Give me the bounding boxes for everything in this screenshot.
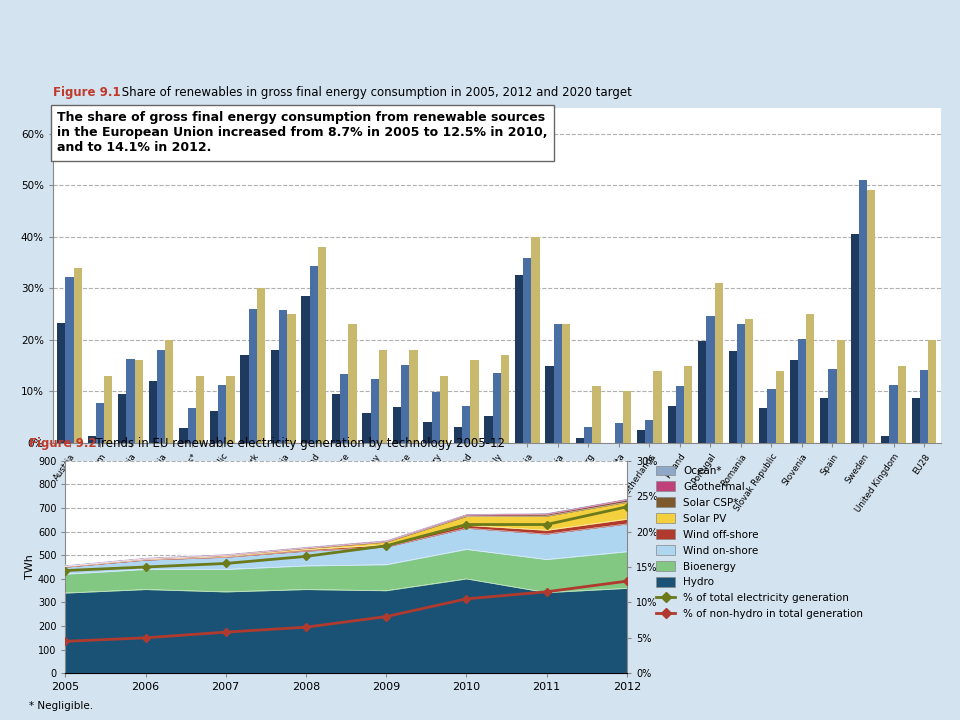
Bar xyxy=(432,392,440,443)
Bar xyxy=(249,309,256,443)
Bar xyxy=(87,436,96,443)
Bar xyxy=(165,340,174,443)
Bar xyxy=(65,277,74,443)
Bar xyxy=(318,247,326,443)
Bar xyxy=(127,359,134,443)
Bar xyxy=(454,427,462,443)
Bar xyxy=(118,395,127,443)
Bar xyxy=(798,338,806,443)
Text: Share of renewables in gross final energy consumption in 2005, 2012 and 2020 tar: Share of renewables in gross final energ… xyxy=(118,86,632,99)
Bar xyxy=(667,405,676,443)
Bar xyxy=(393,408,401,443)
Bar xyxy=(348,324,356,443)
Bar xyxy=(401,365,409,443)
Text: Figure 9.1: Figure 9.1 xyxy=(53,86,120,99)
Bar xyxy=(279,310,287,443)
Bar xyxy=(698,341,707,443)
Bar xyxy=(828,369,836,443)
Bar xyxy=(545,366,554,443)
Bar xyxy=(196,376,204,443)
Bar xyxy=(881,436,889,443)
Bar xyxy=(707,316,714,443)
Bar xyxy=(218,385,227,443)
Bar xyxy=(462,405,470,443)
Bar xyxy=(737,324,745,443)
Bar xyxy=(287,314,296,443)
Bar xyxy=(256,288,265,443)
Bar xyxy=(889,384,898,443)
Bar xyxy=(898,366,906,443)
Bar xyxy=(645,420,654,443)
Bar xyxy=(928,340,936,443)
Bar xyxy=(859,180,867,443)
Y-axis label: TWh: TWh xyxy=(25,554,35,580)
Bar xyxy=(74,268,82,443)
Bar xyxy=(592,386,601,443)
Bar xyxy=(332,394,340,443)
Bar xyxy=(912,398,920,443)
Bar xyxy=(470,361,479,443)
Bar xyxy=(210,411,218,443)
Bar xyxy=(729,351,737,443)
Text: The share of gross final energy consumption from renewable sources
in the Europe: The share of gross final energy consumpt… xyxy=(58,112,548,154)
Bar xyxy=(820,398,828,443)
Bar xyxy=(806,314,814,443)
Bar xyxy=(851,234,859,443)
Bar xyxy=(920,370,928,443)
Bar xyxy=(623,391,632,443)
Text: * Negligible.: * Negligible. xyxy=(29,701,93,711)
Bar xyxy=(96,402,105,443)
Bar xyxy=(836,340,845,443)
Bar xyxy=(157,350,165,443)
Bar xyxy=(585,427,592,443)
Bar xyxy=(523,258,532,443)
Bar xyxy=(187,408,196,443)
Bar xyxy=(614,423,623,443)
Bar xyxy=(501,355,509,443)
Bar xyxy=(492,373,501,443)
Bar xyxy=(227,376,234,443)
Bar xyxy=(684,366,692,443)
Bar xyxy=(776,371,783,443)
Bar xyxy=(340,374,348,443)
Text: Figure 9.2: Figure 9.2 xyxy=(29,437,96,450)
Bar xyxy=(515,275,523,443)
Bar xyxy=(745,319,754,443)
Bar xyxy=(271,350,279,443)
Bar xyxy=(789,361,798,443)
Bar xyxy=(532,237,540,443)
Bar xyxy=(767,390,776,443)
Bar xyxy=(362,413,371,443)
Bar xyxy=(562,324,570,443)
Text: Trends in EU renewable electricity generation by technology 2005-12: Trends in EU renewable electricity gener… xyxy=(88,437,505,450)
Bar xyxy=(759,408,767,443)
Bar xyxy=(440,376,448,443)
Bar xyxy=(637,431,645,443)
Bar xyxy=(105,376,112,443)
Bar xyxy=(576,438,585,443)
Bar xyxy=(714,283,723,443)
Legend: Ocean*, Geothermal, Solar CSP*, Solar PV, Wind off-shore, Wind on-shore, Bioener: Ocean*, Geothermal, Solar CSP*, Solar PV… xyxy=(653,462,867,623)
Bar xyxy=(371,379,379,443)
Bar xyxy=(240,355,249,443)
Bar xyxy=(379,350,387,443)
Bar xyxy=(309,266,318,443)
Bar xyxy=(409,350,418,443)
Bar xyxy=(180,428,187,443)
Bar xyxy=(867,190,876,443)
Bar xyxy=(423,422,432,443)
Bar xyxy=(554,324,562,443)
Bar xyxy=(149,381,157,443)
Bar xyxy=(485,416,492,443)
Bar xyxy=(134,361,143,443)
Bar xyxy=(654,371,661,443)
Bar xyxy=(676,386,684,443)
Bar xyxy=(301,296,309,443)
Bar xyxy=(58,323,65,443)
